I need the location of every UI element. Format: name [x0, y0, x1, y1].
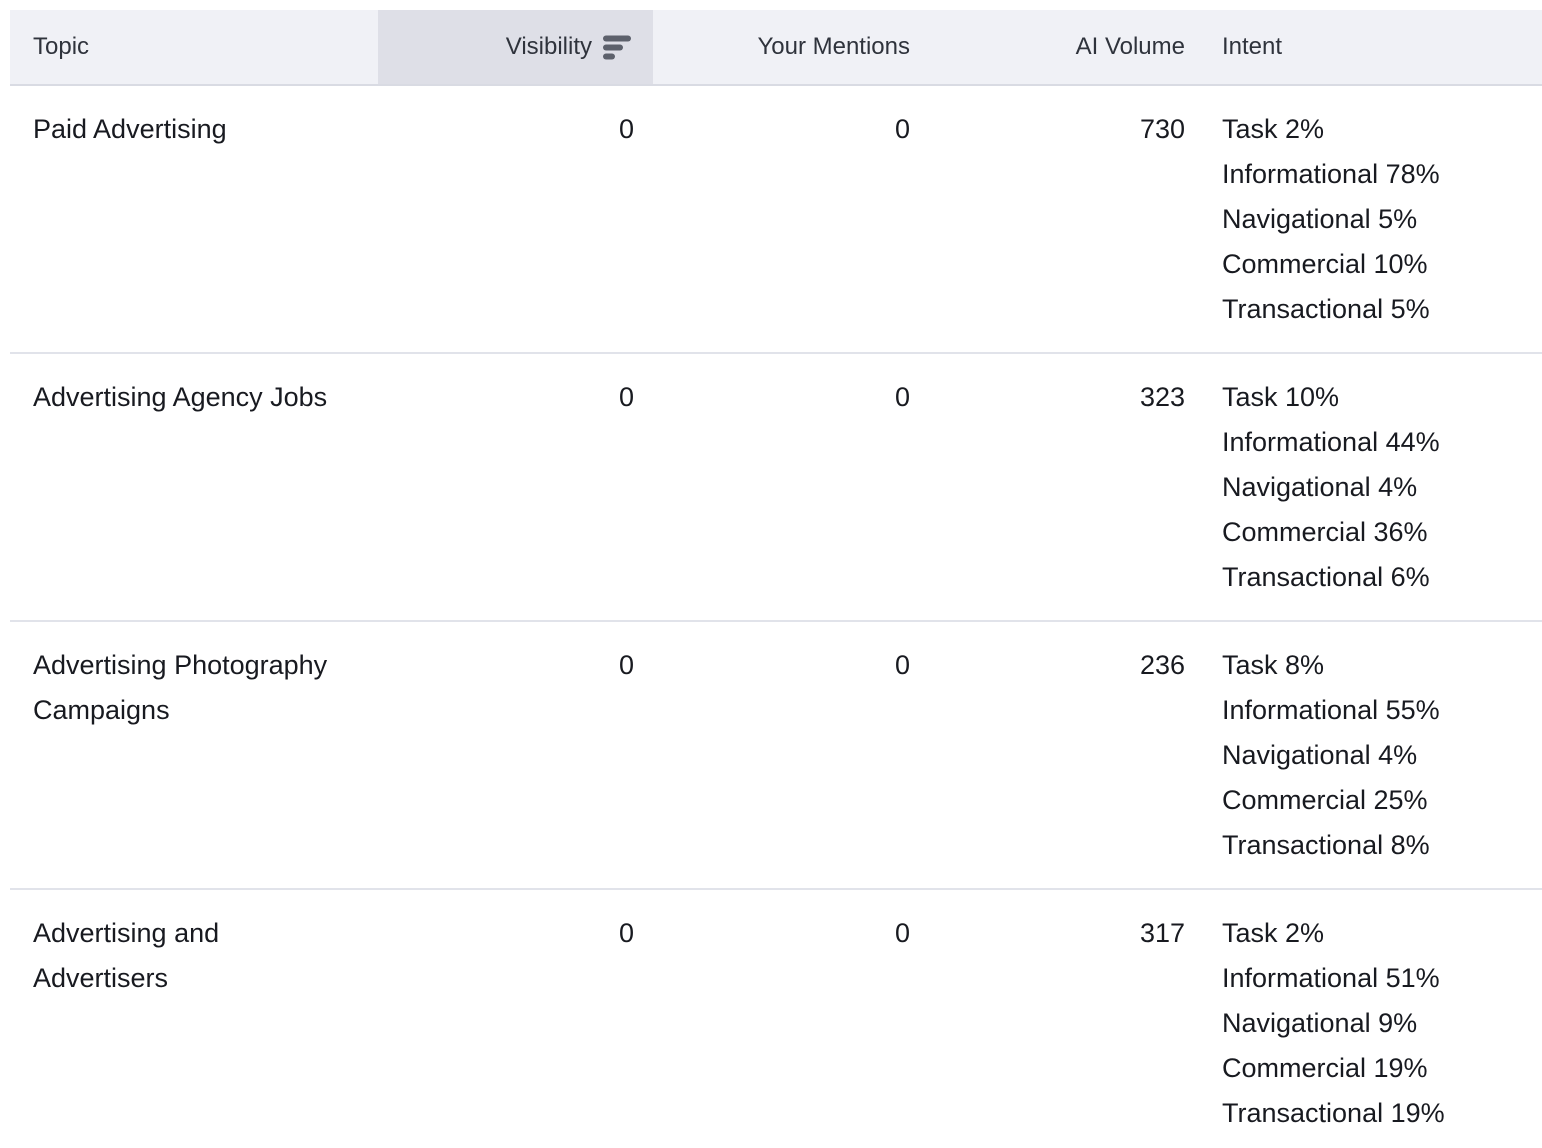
intent-list: Task 10% Informational 44% Navigational 4%… — [1222, 375, 1542, 600]
column-header-ai-volume-label: AI Volume — [1075, 33, 1185, 60]
intent-cell: Task 8% Informational 55% Navigational 4% C… — [1201, 620, 1542, 889]
intent-line: Informational 55% — [1222, 695, 1440, 725]
intent-line: Task 10% — [1222, 382, 1340, 412]
intent-list: Task 2% Informational 78% Navigational 5% C… — [1222, 107, 1542, 332]
ai-volume-cell: 323 — [926, 352, 1201, 621]
ai-volume-cell: 730 — [1139, 114, 1185, 144]
topic-label: Advertising Agency Jobs — [33, 382, 328, 412]
intent-cell: Task 10% Informational 44% Navigational 4%… — [1201, 352, 1542, 621]
your-mentions-cell: 0 — [653, 352, 926, 621]
ai-volume-cell: 236 — [926, 620, 1201, 889]
intent-list: Task 2% Informational 51% Navigational 9% C… — [1222, 911, 1542, 1136]
table-row[interactable]: Advertising Agency Jobs 0 0 323 Task 10%… — [10, 352, 1542, 621]
your-mentions-cell: 0 — [653, 620, 926, 889]
intent-line: Task 2% — [1222, 918, 1325, 948]
intent-line: Commercial 25% — [1222, 785, 1428, 815]
intent-line: Transactional 6% — [1222, 562, 1430, 592]
your-mentions-cell: 0 — [653, 888, 926, 1148]
topic-label: Paid Advertising — [33, 114, 227, 144]
ai-volume-cell: 317 — [926, 888, 1201, 1148]
topic-label: Advertising and Advertisers — [33, 918, 220, 993]
table-header: Topic Visibility Your Mentions — [10, 10, 1542, 86]
column-header-intent[interactable]: Intent — [1201, 10, 1542, 86]
intent-line: Navigational 9% — [1222, 1008, 1418, 1038]
intent-line: Commercial 19% — [1222, 1053, 1428, 1083]
intent-line: Transactional 8% — [1222, 830, 1430, 860]
intent-line: Informational 78% — [1222, 159, 1440, 189]
intent-line: Transactional 19% — [1222, 1098, 1445, 1128]
column-header-topic-label: Topic — [33, 33, 90, 60]
visibility-cell: 0 — [618, 114, 634, 144]
topics-table: Topic Visibility Your Mentions — [10, 10, 1542, 1148]
topic-cell: Advertising Agency Jobs — [10, 352, 378, 621]
intent-line: Navigational 5% — [1222, 204, 1418, 234]
intent-line: Commercial 10% — [1222, 249, 1428, 279]
column-header-visibility[interactable]: Visibility — [378, 10, 653, 86]
column-header-topic[interactable]: Topic — [10, 10, 378, 86]
sort-descending-icon — [603, 35, 631, 60]
table-row[interactable]: Advertising and Advertisers 0 0 317 Task… — [10, 888, 1542, 1148]
visibility-cell: 0 — [378, 620, 653, 889]
visibility-cell: 0 — [378, 888, 653, 1148]
table-body: Paid Advertising 0 0 730 Task 2% Informat… — [10, 85, 1542, 1148]
visibility-cell: 0 — [378, 352, 653, 621]
column-header-intent-label: Intent — [1222, 33, 1283, 60]
topic-cell: Advertising and Advertisers — [10, 888, 378, 1148]
your-mentions-cell: 0 — [894, 114, 910, 144]
table-row[interactable]: Advertising Photography Campaigns 0 0 23… — [10, 620, 1542, 889]
intent-line: Transactional 5% — [1222, 294, 1430, 324]
column-header-your-mentions-label: Your Mentions — [757, 33, 910, 60]
intent-cell: Task 2% Informational 78% Navigational 5% C… — [1201, 85, 1542, 353]
column-header-your-mentions[interactable]: Your Mentions — [653, 10, 926, 86]
intent-line: Informational 51% — [1222, 963, 1440, 993]
column-header-visibility-label: Visibility — [505, 33, 592, 60]
column-header-ai-volume[interactable]: AI Volume — [926, 10, 1201, 86]
intent-line: Navigational 4% — [1222, 472, 1418, 502]
topic-cell: Paid Advertising — [10, 85, 378, 353]
intent-cell: Task 2% Informational 51% Navigational 9% C… — [1201, 888, 1542, 1148]
intent-line: Commercial 36% — [1222, 517, 1428, 547]
intent-list: Task 8% Informational 55% Navigational 4% C… — [1222, 643, 1542, 868]
table-row[interactable]: Paid Advertising 0 0 730 Task 2% Informat… — [10, 85, 1542, 353]
intent-line: Navigational 4% — [1222, 740, 1418, 770]
topic-label: Advertising Photography Campaigns — [33, 650, 328, 725]
intent-line: Task 2% — [1222, 114, 1325, 144]
intent-line: Informational 44% — [1222, 427, 1440, 457]
topic-cell: Advertising Photography Campaigns — [10, 620, 378, 889]
intent-line: Task 8% — [1222, 650, 1325, 680]
